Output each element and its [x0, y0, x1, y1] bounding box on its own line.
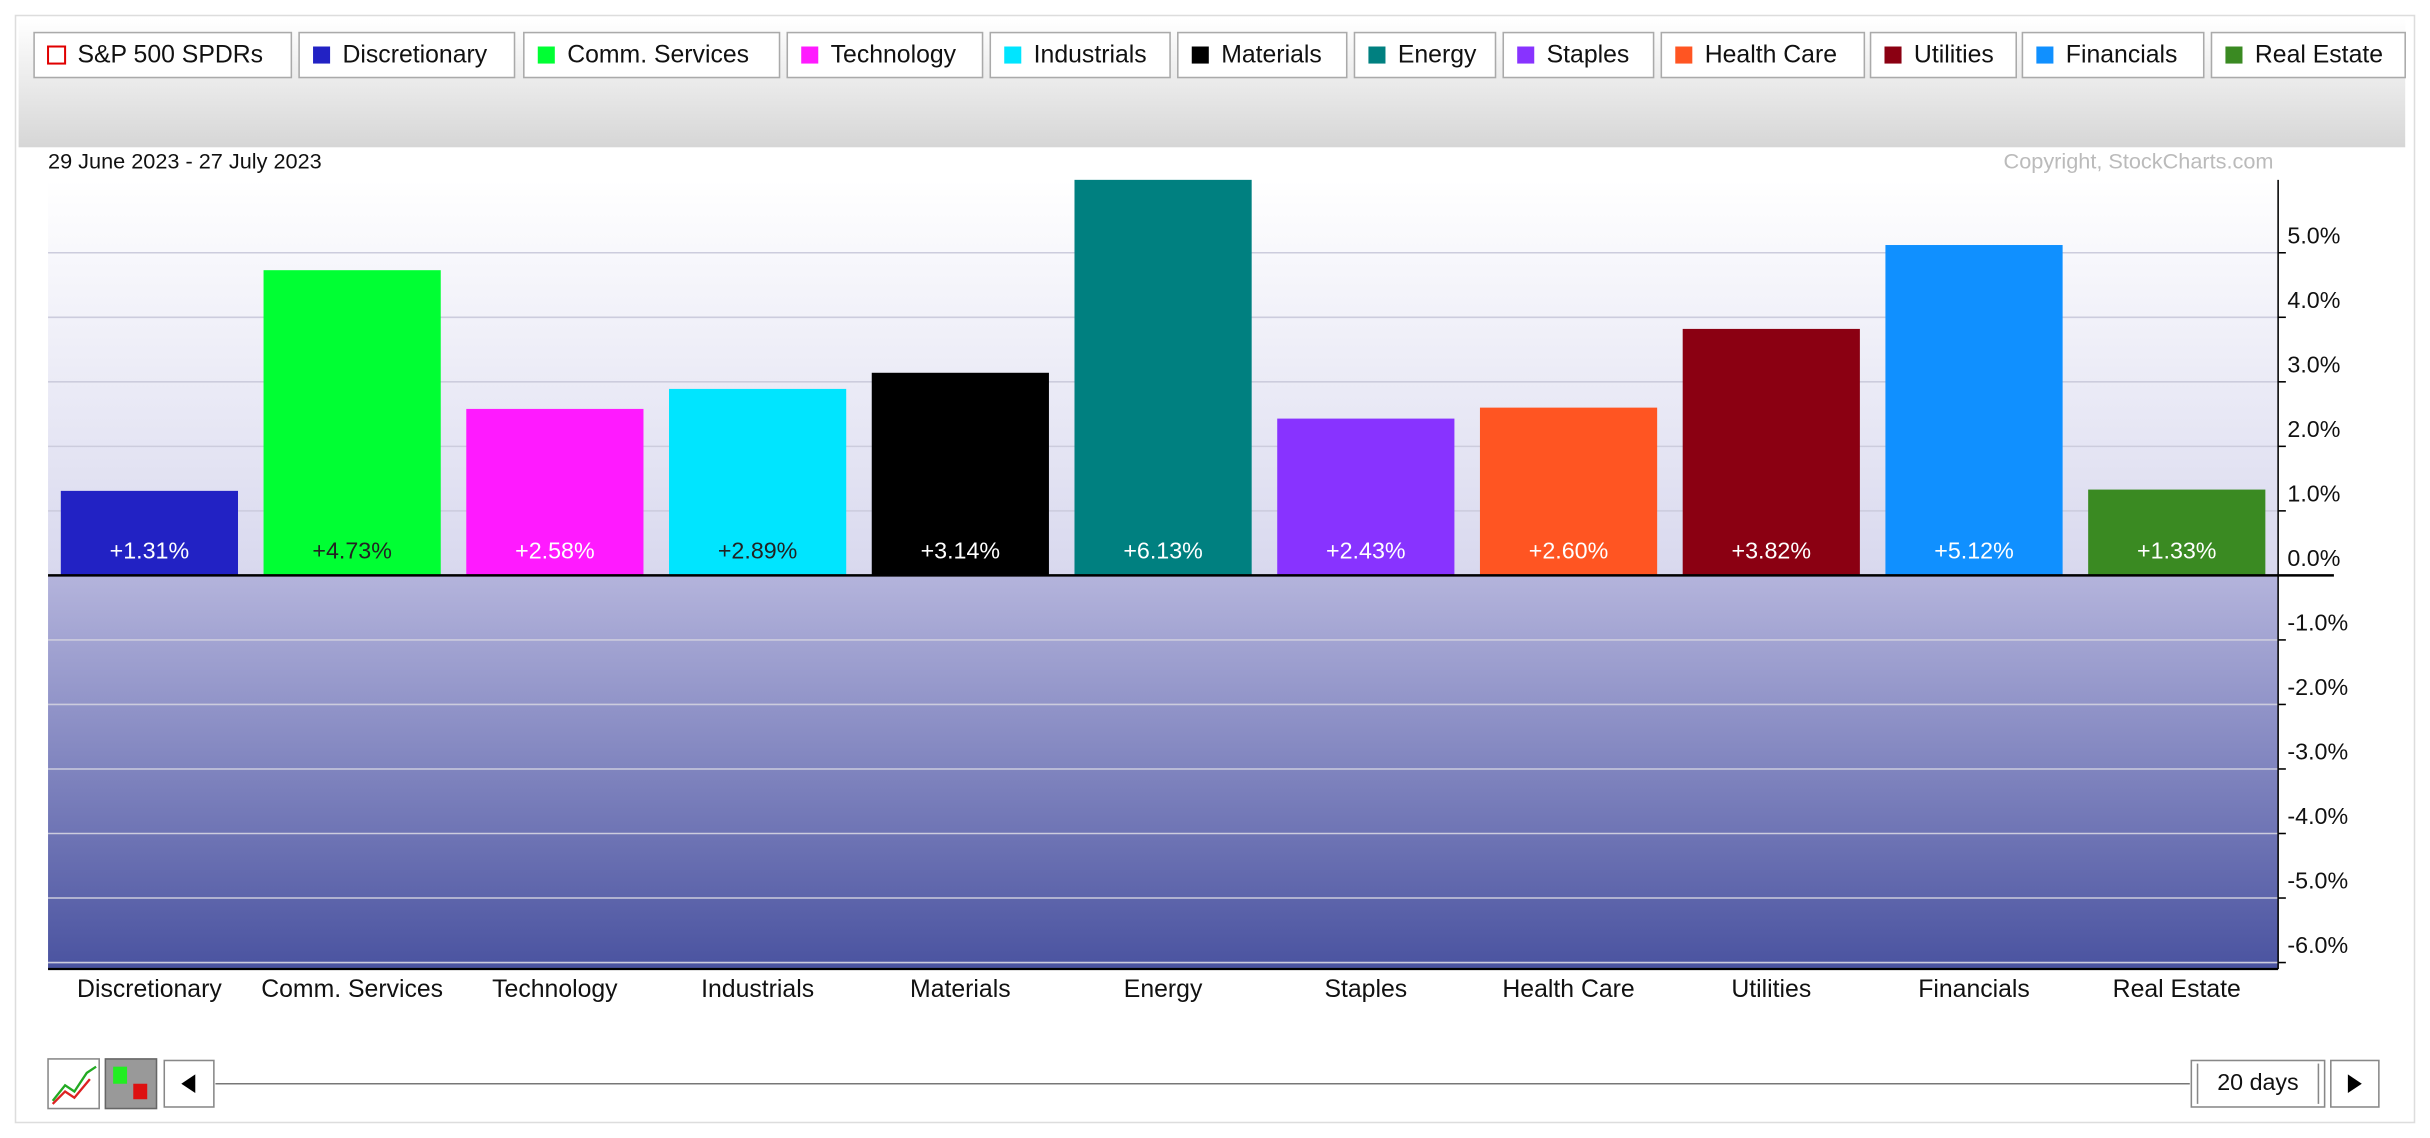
legend-label: Energy: [1398, 41, 1477, 68]
legend-swatch: [1517, 46, 1535, 64]
legend-label: S&P 500 SPDRs: [77, 41, 263, 68]
bar: [2088, 489, 2266, 576]
y-tick-label: 0.0%: [2287, 545, 2340, 571]
bar: [1682, 328, 1860, 576]
legend-swatch: [1884, 46, 1902, 64]
legend-swatch: [1004, 46, 1022, 64]
bar: [1479, 407, 1658, 576]
legend-label: Comm. Services: [567, 41, 749, 68]
value-label: +2.58%: [515, 537, 594, 563]
copyright: Copyright, StockCharts.com: [2004, 149, 2274, 174]
value-label: +3.82%: [1732, 537, 1811, 563]
y-tick-label: -6.0%: [2287, 932, 2348, 958]
x-tick-label: Discretionary: [77, 976, 222, 1003]
legend-button[interactable]: [298, 31, 516, 79]
x-tick-label: Technology: [492, 976, 618, 1003]
line-chart-icon: [51, 1065, 97, 1102]
value-label: +1.33%: [2137, 537, 2216, 563]
value-label: +5.12%: [1934, 537, 2013, 563]
value-label: +6.13%: [1123, 537, 1202, 563]
bar: [466, 408, 644, 576]
x-tick-label: Staples: [1324, 976, 1407, 1003]
step-back-button[interactable]: [163, 1059, 215, 1108]
legend-label: Health Care: [1705, 41, 1837, 68]
bar: [1885, 245, 2063, 576]
x-tick-label: Financials: [1918, 976, 2030, 1003]
x-tick-label: Materials: [910, 976, 1011, 1003]
y-tick-label: 1.0%: [2287, 481, 2340, 507]
x-tick-label: Utilities: [1731, 976, 1811, 1003]
legend-swatch: [1368, 46, 1386, 64]
x-tick-label: Real Estate: [2113, 976, 2241, 1003]
bar: [871, 372, 1049, 576]
y-tick-label: 4.0%: [2287, 287, 2340, 313]
value-label: +2.43%: [1326, 537, 1405, 563]
x-tick-label: Industrials: [701, 976, 814, 1003]
x-tick-label: Energy: [1124, 976, 1203, 1003]
arrow-right: [2347, 1074, 2362, 1094]
period-handle[interactable]: [2190, 1059, 2326, 1108]
x-tick-label: Comm. Services: [261, 976, 443, 1003]
legend-button[interactable]: [523, 31, 781, 79]
legend-label: Industrials: [1034, 41, 1147, 68]
y-tick-label: 2.0%: [2287, 416, 2340, 442]
legend-button[interactable]: [786, 31, 984, 79]
value-label: +4.73%: [312, 537, 391, 563]
y-tick-label: -4.0%: [2287, 803, 2348, 829]
plot-negative: [48, 575, 2279, 970]
y-tick-label: -3.0%: [2287, 739, 2348, 765]
legend-swatch: [2036, 46, 2054, 64]
bar-chart-icon: [113, 1066, 128, 1084]
y-tick-label: 3.0%: [2287, 351, 2340, 377]
value-label: +3.14%: [921, 537, 1000, 563]
period-label: 20 days: [2217, 1069, 2298, 1095]
bar-chart-icon: [133, 1083, 148, 1100]
legend-swatch: [313, 46, 331, 64]
legend-label: Staples: [1547, 41, 1630, 68]
legend-swatch: [537, 46, 555, 64]
bar: [1074, 179, 1252, 576]
legend-button[interactable]: [33, 31, 293, 79]
date-range: 29 June 2023 - 27 July 2023: [48, 149, 322, 174]
y-tick-label: -5.0%: [2287, 868, 2348, 894]
legend-label: Materials: [1221, 41, 1322, 68]
legend-swatch: [2225, 46, 2243, 64]
value-label: +2.60%: [1529, 537, 1608, 563]
bar: [60, 490, 239, 576]
legend-label: Discretionary: [342, 41, 487, 68]
legend-swatch: [1191, 46, 1209, 64]
legend-button[interactable]: [2210, 31, 2406, 79]
legend-label: Technology: [831, 41, 957, 68]
legend-label: Financials: [2066, 41, 2178, 68]
y-tick-label: 5.0%: [2287, 222, 2340, 248]
value-label: +2.89%: [718, 537, 797, 563]
legend-label: Utilities: [1914, 41, 1994, 68]
legend-label: Real Estate: [2255, 41, 2383, 68]
y-tick-label: -1.0%: [2287, 610, 2348, 636]
line-chart-icon: [51, 1078, 91, 1105]
bar: [263, 270, 441, 576]
legend-swatch: [47, 45, 67, 65]
plot: 5.0% 4.0% 3.0% 2.0% 1.0% 0.0% -1.0% -2.0% -3.0% -…: [48, 179, 2348, 1003]
arrow-left: [181, 1074, 196, 1094]
x-tick-label: Health Care: [1502, 976, 1634, 1003]
bar-chart-button[interactable]: [104, 1058, 158, 1110]
bar: [1277, 418, 1455, 576]
y-tick-label: -2.0%: [2287, 674, 2348, 700]
legend: S&P 500 SPDRs Discretionary Comm. Services…: [33, 31, 2406, 79]
legend-button[interactable]: [1660, 31, 1866, 79]
legend-swatch: [1675, 46, 1693, 64]
legend-swatch: [801, 46, 819, 64]
value-label: +1.31%: [110, 537, 189, 563]
bar: [669, 388, 847, 576]
